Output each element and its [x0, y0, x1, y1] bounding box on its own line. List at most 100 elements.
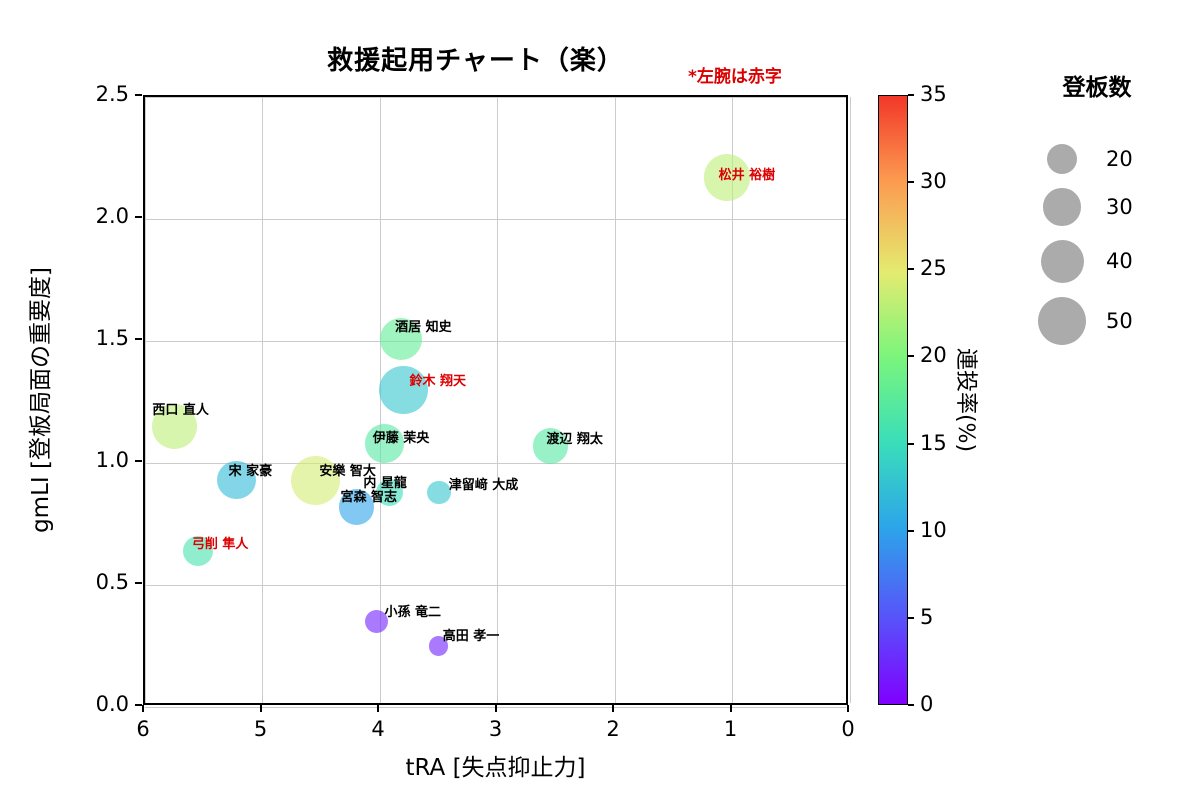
x-gridline: [262, 97, 263, 703]
colorbar-tick-mark: [908, 616, 914, 619]
legend-size-label: 20: [1106, 147, 1133, 172]
data-point-bubble: [217, 460, 256, 500]
y-gridline: [145, 462, 846, 464]
legend-circle-box: [1032, 188, 1092, 226]
legend-circle-box: [1032, 296, 1092, 345]
x-gridline: [614, 97, 616, 703]
colorbar-tick-label: 20: [920, 343, 947, 368]
y-tick-mark: [135, 582, 142, 584]
legend-size-label: 30: [1106, 195, 1133, 220]
data-point-label: 安樂 智大: [319, 464, 376, 480]
colorbar-tick-label: 10: [920, 517, 947, 542]
x-gridline: [849, 97, 851, 703]
x-tick-mark: [612, 705, 614, 712]
y-tick-mark: [135, 460, 142, 462]
x-tick-label: 5: [253, 717, 268, 741]
data-point-bubble: [364, 609, 389, 634]
x-axis-label: tRA [失点抑止力]: [405, 755, 586, 781]
x-gridline: [379, 97, 381, 703]
data-point-label: 伊藤 茉央: [372, 431, 430, 447]
y-tick-mark: [135, 216, 142, 218]
colorbar-tick-label: 30: [920, 169, 947, 194]
legend-bubble-icon: [1037, 296, 1087, 345]
y-tick-label: 0.5: [95, 570, 129, 594]
legend-item: 40: [1032, 239, 1200, 283]
data-point-label: 小孫 竜二: [384, 604, 441, 620]
y-tick-label: 2.5: [95, 82, 129, 106]
x-tick-label: 1: [723, 717, 738, 741]
legend-item: 20: [1032, 144, 1200, 175]
data-point-label: 宋 家豪: [228, 464, 273, 480]
lefty-note: *左腕は赤字: [688, 67, 782, 87]
y-tick-label: 0.0: [95, 692, 129, 716]
legend-circle-box: [1032, 144, 1092, 175]
data-point-label: 渡辺 翔太: [546, 431, 603, 447]
y-gridline: [145, 218, 846, 220]
plot-area: 松井 裕樹 酒居 知史 鈴木 翔天 西口 直人 伊藤 茉央 渡辺 翔太宋 家豪 安樂 智大内…: [143, 95, 851, 708]
x-gridline: [144, 97, 146, 703]
colorbar-tick-mark: [908, 94, 914, 96]
data-point-label: 内 星龍: [363, 476, 407, 492]
size-legend-items: 20 30 40 50: [1032, 144, 1200, 345]
colorbar-tick-mark: [908, 181, 914, 184]
chart-title: 救援起用チャート（楽）: [327, 46, 624, 76]
legend-item: 50: [1032, 296, 1200, 345]
colorbar-tick-mark: [908, 355, 914, 358]
y-gridline: [145, 340, 846, 342]
data-point-label: 津留﨑 大成: [448, 478, 519, 494]
x-gridline: [732, 97, 733, 703]
size-legend-title: 登板数: [1062, 75, 1132, 101]
legend-size-label: 40: [1106, 249, 1133, 274]
colorbar-tick-mark: [908, 268, 914, 271]
data-point-bubble: [338, 488, 375, 525]
y-tick-label: 1.0: [95, 448, 129, 472]
size-legend: 登板数 20 30 40 50: [1032, 68, 1200, 359]
colorbar-label: 連投率(%): [953, 347, 978, 453]
data-point-bubble: [151, 403, 197, 449]
data-point-label: 高田 孝一: [442, 629, 500, 644]
x-gridline: [497, 97, 498, 703]
y-gridline: [145, 96, 846, 98]
data-point-label: 宮森 智志: [340, 489, 398, 505]
legend-size-label: 50: [1106, 308, 1133, 333]
colorbar-tick-label: 25: [920, 256, 947, 281]
colorbar-tick-label: 35: [920, 82, 947, 106]
colorbar-gradient: [878, 95, 908, 705]
legend-bubble-icon: [1046, 144, 1078, 175]
data-point-bubble: [429, 636, 449, 656]
colorbar-tick-label: 0: [920, 692, 934, 716]
data-point-bubble: [703, 154, 750, 201]
y-tick-mark: [135, 704, 142, 706]
x-tick-label: 0: [841, 717, 855, 741]
data-point-bubble: [379, 365, 428, 414]
y-axis-label: gmLI [登板局面の重要度]: [28, 267, 54, 533]
legend-bubble-icon: [1040, 239, 1084, 283]
data-point-bubble: [365, 424, 404, 463]
colorbar-tick-label: 5: [920, 604, 934, 629]
data-point-label: 西口 直人: [152, 403, 209, 419]
y-tick-label: 2.0: [95, 204, 129, 228]
y-tick-label: 1.5: [95, 326, 129, 350]
colorbar-tick-mark: [908, 704, 914, 706]
x-tick-mark: [729, 705, 732, 712]
colorbar-tick-label: 15: [920, 430, 947, 455]
y-gridline: [145, 584, 846, 586]
colorbar-tick-mark: [908, 442, 914, 445]
data-point-bubble: [290, 455, 340, 505]
legend-circle-box: [1032, 239, 1092, 283]
legend-item: 30: [1032, 188, 1200, 226]
data-point-bubble: [375, 478, 403, 506]
data-point-label: 松井 裕樹: [718, 167, 776, 183]
x-tick-label: 4: [371, 717, 385, 741]
colorbar-tick-mark: [908, 529, 914, 532]
x-tick-mark: [259, 705, 262, 712]
y-tick-mark: [135, 94, 142, 96]
data-point-bubble: [426, 480, 451, 505]
x-tick-mark: [494, 705, 497, 712]
y-tick-mark: [135, 338, 142, 340]
x-tick-mark: [377, 705, 379, 712]
x-tick-mark: [847, 705, 849, 712]
x-tick-mark: [142, 705, 144, 712]
x-tick-label: 6: [136, 717, 150, 741]
